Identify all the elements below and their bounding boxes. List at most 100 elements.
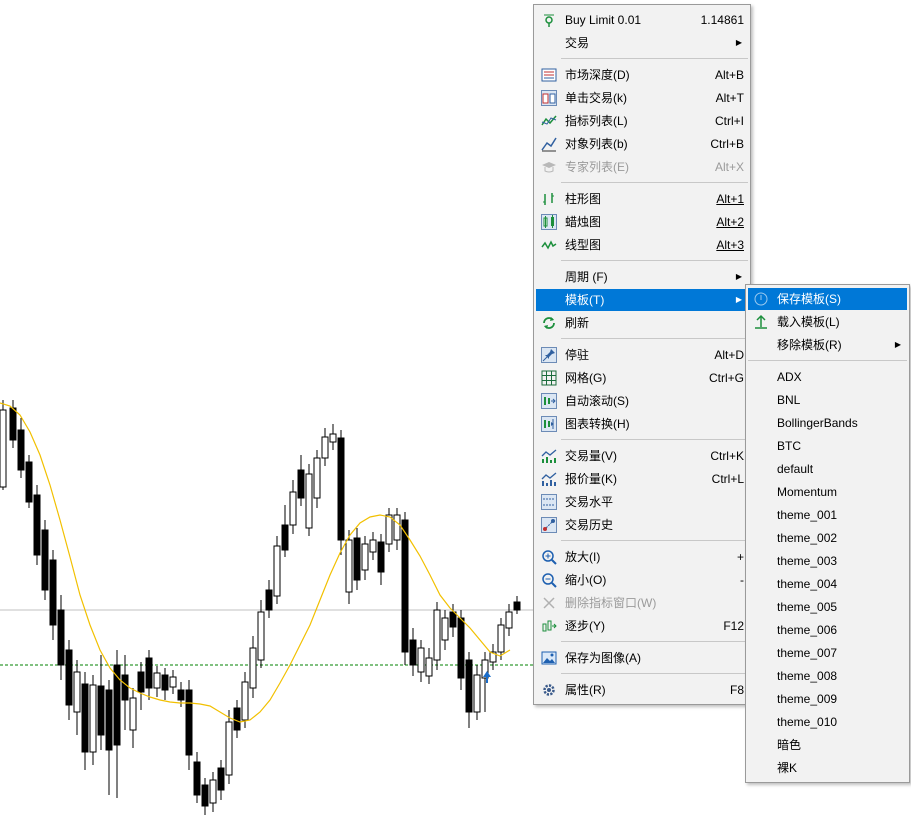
candle-body bbox=[225, 721, 233, 776]
menu-item-label: default bbox=[777, 462, 814, 476]
template-item[interactable]: 暗色 bbox=[748, 734, 907, 756]
template-item[interactable]: Momentum bbox=[748, 481, 907, 503]
menu-item-label: 交易水平 bbox=[565, 495, 614, 509]
menu-item-label: theme_006 bbox=[777, 623, 838, 637]
menu-item-shortcut: Alt+3 bbox=[716, 238, 744, 252]
candle-body bbox=[209, 779, 217, 804]
template-item[interactable]: theme_001 bbox=[748, 504, 907, 526]
menu-item-label: 柱形图 bbox=[565, 192, 602, 206]
menu-item-volumes[interactable]: 交易量(V) Ctrl+K bbox=[536, 445, 748, 467]
template-item[interactable]: theme_007 bbox=[748, 642, 907, 664]
menu-item-indicators-list[interactable]: 指标列表(L) Ctrl+I bbox=[536, 110, 748, 132]
load-template-icon bbox=[753, 314, 769, 330]
menu-item-trade-history[interactable]: 交易历史 bbox=[536, 514, 748, 536]
candle-body bbox=[9, 407, 17, 441]
menu-item-label: 删除指标窗口(W) bbox=[565, 596, 657, 610]
menu-item-load-template[interactable]: 载入模板(L) bbox=[748, 311, 907, 333]
template-item[interactable]: theme_005 bbox=[748, 596, 907, 618]
menu-item-label: 保存模板(S) bbox=[777, 292, 841, 306]
candle-body bbox=[353, 537, 361, 581]
menu-item-dock[interactable]: 停驻 Alt+D bbox=[536, 344, 748, 366]
properties-icon bbox=[541, 682, 557, 698]
template-item[interactable]: theme_002 bbox=[748, 527, 907, 549]
menu-item-bar-chart[interactable]: 柱形图 Alt+1 bbox=[536, 188, 748, 210]
candle-body bbox=[25, 461, 33, 503]
menu-item-shortcut: + bbox=[736, 550, 744, 564]
candle-body bbox=[281, 524, 289, 551]
menu-item-tick-volumes[interactable]: 报价量(K) Ctrl+L bbox=[536, 468, 748, 490]
candle-body bbox=[441, 617, 449, 641]
menu-item-delete-indicator-window[interactable]: 删除指标窗口(W) bbox=[536, 592, 748, 614]
volumes-icon bbox=[541, 448, 557, 464]
chart-context-menu: Buy Limit 0.01 1.14861 交易 ▶ 市场深度(D) Alt+… bbox=[533, 4, 751, 705]
candle-body bbox=[369, 539, 377, 553]
template-item[interactable]: theme_006 bbox=[748, 619, 907, 641]
menu-item-label: theme_010 bbox=[777, 715, 838, 729]
one-click-trading-icon bbox=[541, 90, 557, 106]
menu-item-label: 单击交易(k) bbox=[565, 91, 627, 105]
menu-item-shortcut: - bbox=[740, 573, 744, 587]
refresh-icon bbox=[541, 315, 557, 331]
candle-body bbox=[0, 409, 7, 488]
menu-item-candlestick[interactable]: 蜡烛图 Alt+2 bbox=[536, 211, 748, 233]
menu-item-shortcut: Ctrl+L bbox=[711, 472, 744, 486]
menu-item-label: 网格(G) bbox=[565, 371, 607, 385]
menu-separator bbox=[561, 182, 748, 183]
menu-item-trade-levels[interactable]: 交易水平 bbox=[536, 491, 748, 513]
template-item[interactable]: BTC bbox=[748, 435, 907, 457]
menu-item-label: 移除模板(R) bbox=[777, 338, 842, 352]
submenu-arrow-icon: ▶ bbox=[735, 38, 742, 47]
menu-item-label: BTC bbox=[777, 439, 801, 453]
menu-item-periods[interactable]: 周期 (F) ▶ bbox=[536, 266, 748, 288]
candle-body bbox=[385, 514, 393, 545]
grid-icon bbox=[541, 370, 557, 386]
menu-item-buy-limit[interactable]: Buy Limit 0.01 1.14861 bbox=[536, 9, 748, 31]
candle-body bbox=[129, 697, 137, 731]
menu-item-save-template[interactable]: 保存模板(S) bbox=[748, 288, 907, 310]
indicators-list-icon bbox=[541, 113, 557, 129]
menu-item-label: 缩小(O) bbox=[565, 573, 607, 587]
menu-item-save-as-picture[interactable]: 保存为图像(A) bbox=[536, 647, 748, 669]
menu-item-label: ADX bbox=[777, 370, 802, 384]
menu-item-grid[interactable]: 网格(G) Ctrl+G bbox=[536, 367, 748, 389]
menu-item-step[interactable]: 逐步(Y) F12 bbox=[536, 615, 748, 637]
menu-item-refresh[interactable]: 刷新 bbox=[536, 312, 748, 334]
buy-limit-icon bbox=[541, 12, 557, 28]
objects-list-icon bbox=[541, 136, 557, 152]
template-item[interactable]: BollingerBands bbox=[748, 412, 907, 434]
menu-item-remove-template[interactable]: 移除模板(R) ▶ bbox=[748, 334, 907, 356]
save-template-icon bbox=[753, 291, 769, 307]
menu-separator bbox=[561, 540, 748, 541]
template-item[interactable]: theme_010 bbox=[748, 711, 907, 733]
template-item[interactable]: ADX bbox=[748, 366, 907, 388]
menu-item-trade[interactable]: 交易 ▶ bbox=[536, 32, 748, 54]
template-item[interactable]: theme_008 bbox=[748, 665, 907, 687]
template-item[interactable]: theme_003 bbox=[748, 550, 907, 572]
menu-item-market-depth[interactable]: 市场深度(D) Alt+B bbox=[536, 64, 748, 86]
template-item[interactable]: 裸K bbox=[748, 757, 907, 779]
menu-item-label: Buy Limit 0.01 bbox=[565, 13, 642, 27]
template-item[interactable]: BNL bbox=[748, 389, 907, 411]
candle-body bbox=[481, 659, 489, 679]
menu-item-chart-shift[interactable]: 图表转换(H) bbox=[536, 413, 748, 435]
menu-separator bbox=[561, 439, 748, 440]
candle-body bbox=[241, 681, 249, 721]
menu-item-label: 交易 bbox=[565, 36, 590, 50]
template-item[interactable]: theme_009 bbox=[748, 688, 907, 710]
menu-item-label: 刷新 bbox=[565, 316, 590, 330]
template-item[interactable]: theme_004 bbox=[748, 573, 907, 595]
menu-item-zoom-out[interactable]: 缩小(O) - bbox=[536, 569, 748, 591]
menu-item-experts-list[interactable]: 专家列表(E) Alt+X bbox=[536, 156, 748, 178]
menu-item-shortcut: Alt+2 bbox=[716, 215, 744, 229]
menu-item-label: 裸K bbox=[777, 761, 798, 775]
menu-item-one-click-trading[interactable]: 单击交易(k) Alt+T bbox=[536, 87, 748, 109]
menu-item-templates[interactable]: 模板(T) ▶ bbox=[536, 289, 748, 311]
menu-item-properties[interactable]: 属性(R) F8 bbox=[536, 679, 748, 701]
menu-item-objects-list[interactable]: 对象列表(b) Ctrl+B bbox=[536, 133, 748, 155]
menu-item-autoscroll[interactable]: 自动滚动(S) bbox=[536, 390, 748, 412]
menu-item-zoom-in[interactable]: 放大(I) + bbox=[536, 546, 748, 568]
menu-item-line-chart[interactable]: 线型图 Alt+3 bbox=[536, 234, 748, 256]
template-item[interactable]: default bbox=[748, 458, 907, 480]
save-image-icon bbox=[541, 650, 557, 666]
